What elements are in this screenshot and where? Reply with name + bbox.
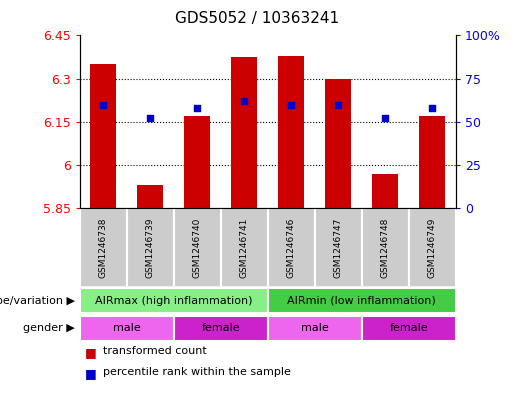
Bar [419, 116, 445, 208]
Point [334, 101, 342, 108]
Text: percentile rank within the sample: percentile rank within the sample [103, 367, 291, 377]
Bar [315, 208, 362, 287]
Point [193, 105, 201, 111]
Text: GSM1246748: GSM1246748 [381, 217, 390, 278]
Point [428, 105, 436, 111]
Bar [91, 64, 116, 208]
Text: GSM1246738: GSM1246738 [99, 217, 108, 278]
Text: AIRmin (low inflammation): AIRmin (low inflammation) [287, 296, 436, 306]
Bar [372, 174, 398, 208]
Bar [268, 208, 315, 287]
Bar [80, 208, 127, 287]
Text: male: male [301, 323, 329, 333]
Text: ■: ■ [85, 346, 97, 359]
Bar [231, 57, 257, 208]
Bar [221, 208, 268, 287]
Text: female: female [389, 323, 428, 333]
Text: GSM1246739: GSM1246739 [146, 217, 155, 278]
Bar [184, 116, 210, 208]
Text: GSM1246740: GSM1246740 [193, 217, 202, 278]
Bar [174, 316, 268, 340]
Bar [325, 79, 351, 208]
Bar [409, 208, 456, 287]
Bar [279, 55, 304, 208]
Text: GSM1246749: GSM1246749 [428, 217, 437, 278]
Bar [268, 288, 456, 313]
Point [146, 115, 154, 121]
Point [381, 115, 389, 121]
Text: GSM1246747: GSM1246747 [334, 217, 343, 278]
Point [287, 101, 296, 108]
Text: male: male [113, 323, 141, 333]
Text: ■: ■ [85, 367, 97, 380]
Bar [138, 185, 163, 208]
Bar [80, 288, 268, 313]
Text: GDS5052 / 10363241: GDS5052 / 10363241 [176, 11, 339, 26]
Bar [362, 316, 456, 340]
Point [99, 101, 108, 108]
Text: GSM1246746: GSM1246746 [287, 217, 296, 278]
Bar [174, 208, 221, 287]
Text: GSM1246741: GSM1246741 [240, 217, 249, 278]
Bar [268, 316, 362, 340]
Bar [80, 316, 174, 340]
Text: AIRmax (high inflammation): AIRmax (high inflammation) [95, 296, 252, 306]
Text: female: female [201, 323, 240, 333]
Bar [362, 208, 409, 287]
Bar [127, 208, 174, 287]
Text: genotype/variation ▶: genotype/variation ▶ [0, 296, 75, 306]
Text: transformed count: transformed count [103, 346, 207, 356]
Text: gender ▶: gender ▶ [23, 323, 75, 333]
Point [240, 98, 248, 104]
